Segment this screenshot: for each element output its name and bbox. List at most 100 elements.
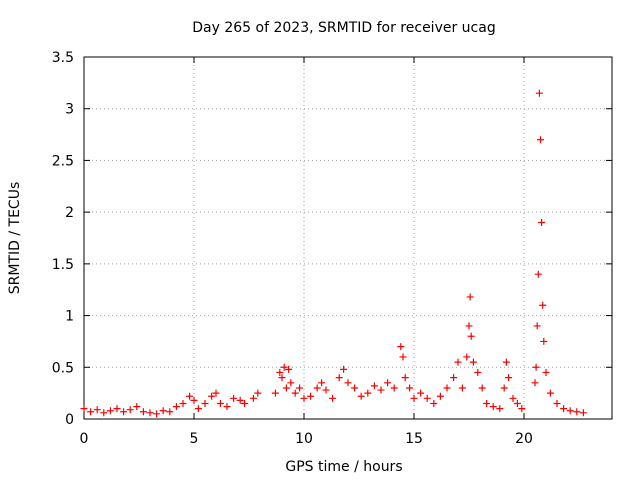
data-point bbox=[423, 394, 431, 402]
data-point bbox=[538, 218, 546, 226]
data-point bbox=[384, 379, 392, 387]
data-point bbox=[458, 384, 466, 392]
data-point bbox=[254, 389, 262, 397]
data-point bbox=[186, 392, 194, 400]
data-point bbox=[344, 379, 352, 387]
data-point bbox=[469, 358, 477, 366]
data-point bbox=[223, 403, 231, 411]
data-point bbox=[542, 368, 550, 376]
chart-title: Day 265 of 2023, SRMTID for receiver uca… bbox=[192, 20, 495, 36]
data-point bbox=[296, 384, 304, 392]
data-point bbox=[133, 403, 141, 411]
data-point bbox=[390, 384, 398, 392]
data-point bbox=[463, 353, 471, 361]
data-point bbox=[450, 374, 458, 382]
data-point bbox=[194, 405, 202, 413]
data-point bbox=[80, 405, 88, 413]
data-point bbox=[285, 365, 293, 373]
plot-frame bbox=[83, 56, 613, 420]
grid bbox=[84, 57, 612, 419]
data-point bbox=[406, 384, 414, 392]
data-point bbox=[329, 394, 337, 402]
x-axis-label: GPS time / hours bbox=[285, 459, 402, 475]
data-point bbox=[436, 392, 444, 400]
data-point bbox=[230, 394, 238, 402]
x-tick-label: 5 bbox=[190, 431, 199, 447]
data-point bbox=[401, 374, 409, 382]
data-point bbox=[539, 301, 547, 309]
y-tick-label: 3.5 bbox=[52, 50, 74, 66]
data-point bbox=[276, 368, 284, 376]
data-point bbox=[93, 406, 101, 414]
data-point bbox=[513, 399, 521, 407]
data-point bbox=[377, 386, 385, 394]
data-point bbox=[474, 368, 482, 376]
data-point bbox=[113, 405, 121, 413]
y-axis-label: SRMTID / TECUs bbox=[7, 182, 23, 295]
data-point bbox=[241, 399, 249, 407]
data-point bbox=[322, 386, 330, 394]
data-point bbox=[106, 407, 114, 415]
data-point bbox=[573, 408, 581, 416]
data-point bbox=[282, 384, 290, 392]
data-point bbox=[397, 343, 405, 351]
data-point bbox=[87, 408, 95, 416]
data-point bbox=[340, 365, 348, 373]
data-points bbox=[80, 89, 587, 418]
data-point bbox=[364, 389, 372, 397]
data-point bbox=[534, 270, 542, 278]
data-point bbox=[478, 384, 486, 392]
data-point bbox=[533, 322, 541, 330]
data-point bbox=[483, 399, 491, 407]
data-point bbox=[443, 384, 451, 392]
data-point bbox=[313, 384, 321, 392]
data-point bbox=[399, 353, 407, 361]
data-point bbox=[505, 374, 513, 382]
data-point bbox=[540, 337, 548, 345]
data-point bbox=[553, 399, 561, 407]
data-point bbox=[430, 399, 438, 407]
data-point bbox=[190, 396, 198, 404]
data-point bbox=[280, 363, 288, 371]
data-point bbox=[467, 332, 475, 340]
data-point bbox=[532, 363, 540, 371]
data-point bbox=[454, 358, 462, 366]
data-point bbox=[126, 406, 134, 414]
data-point bbox=[500, 384, 508, 392]
data-point bbox=[278, 374, 286, 382]
data-point bbox=[531, 379, 539, 387]
data-point bbox=[307, 392, 315, 400]
y-tick-label: 1.5 bbox=[52, 257, 74, 273]
data-point bbox=[159, 407, 167, 415]
data-point bbox=[139, 408, 147, 416]
data-point bbox=[166, 408, 174, 416]
data-point bbox=[153, 410, 161, 418]
y-tick-label: 0 bbox=[65, 412, 74, 428]
data-point bbox=[120, 408, 128, 416]
data-point bbox=[179, 399, 187, 407]
data-point bbox=[370, 382, 378, 390]
data-point bbox=[357, 392, 365, 400]
y-tick-label: 0.5 bbox=[52, 360, 74, 376]
data-point bbox=[535, 89, 543, 97]
data-point bbox=[216, 399, 224, 407]
data-point bbox=[212, 389, 220, 397]
data-point bbox=[201, 399, 209, 407]
data-point bbox=[489, 403, 497, 411]
x-tick-label: 10 bbox=[295, 431, 313, 447]
y-tick-label: 3 bbox=[65, 102, 74, 118]
y-tick-label: 1 bbox=[65, 309, 74, 325]
data-point bbox=[518, 405, 526, 413]
data-point bbox=[351, 384, 359, 392]
data-point bbox=[291, 389, 299, 397]
x-tick-label: 15 bbox=[405, 431, 423, 447]
y-tick-label: 2 bbox=[65, 205, 74, 221]
data-point bbox=[502, 358, 510, 366]
data-point bbox=[208, 392, 216, 400]
data-point bbox=[566, 407, 574, 415]
data-point bbox=[236, 396, 244, 404]
data-point bbox=[410, 394, 418, 402]
data-point bbox=[172, 403, 180, 411]
data-point bbox=[496, 405, 504, 413]
